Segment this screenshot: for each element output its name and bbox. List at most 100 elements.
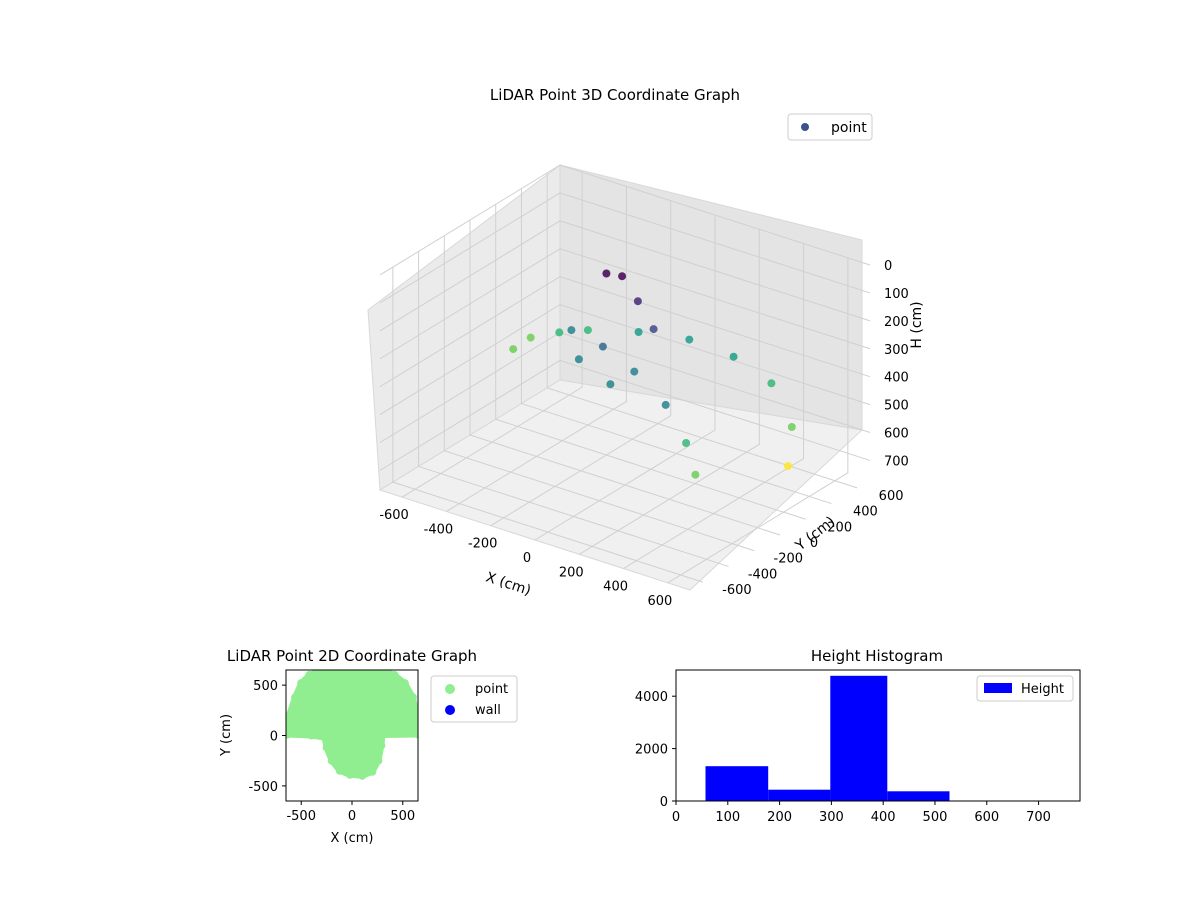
- chart-3d-title: LiDAR Point 3D Coordinate Graph: [490, 86, 740, 104]
- grid-line-x: [623, 243, 805, 569]
- grid-line-h: [379, 220, 871, 332]
- h-tick-label-3d: 100: [884, 287, 909, 302]
- point-2d: [358, 771, 367, 780]
- grid-line-h: [379, 248, 871, 360]
- grid-line-h: [379, 276, 871, 388]
- point-3d: [567, 326, 576, 335]
- point-2d: [307, 731, 316, 740]
- h-tick-label-3d: 200: [884, 315, 909, 330]
- x-tick-label-3d: 200: [559, 565, 584, 580]
- point-3d: [661, 400, 670, 409]
- histogram-bar: [830, 675, 888, 801]
- point-3d: [649, 325, 658, 334]
- point-3d: [618, 272, 627, 281]
- grid-line-h: [379, 304, 871, 416]
- plot-frame-histogram: [675, 669, 1081, 802]
- point-3d: [784, 462, 792, 471]
- x-tick-label-histogram: 200: [767, 810, 792, 825]
- grid-3d: [379, 164, 871, 584]
- point-3d: [634, 328, 643, 336]
- grid-line-h: [379, 192, 871, 304]
- y-tick-label-histogram: 0: [660, 795, 668, 810]
- x-tick-label-histogram: 600: [974, 810, 999, 825]
- x-tick-label-histogram: 400: [871, 810, 896, 825]
- point-2d: [378, 731, 387, 739]
- point-3d: [691, 470, 700, 479]
- y-tick-label-2d: 500: [253, 679, 278, 694]
- point-cloud-2d: [286, 670, 418, 779]
- point-3d: [509, 345, 518, 354]
- grid-line-x: [534, 215, 716, 541]
- z-axis-label-3d: H (cm): [909, 301, 925, 348]
- x-tick-label-3d: -600: [379, 508, 409, 523]
- point-2d: [374, 756, 383, 765]
- point-3d: [598, 342, 607, 351]
- x-tick-label-2d: 500: [390, 809, 415, 824]
- h-tick-label-3d: 300: [884, 343, 909, 358]
- histogram-bar: [705, 766, 769, 801]
- x-tick-label-3d: -400: [424, 522, 454, 537]
- point-3d: [555, 328, 564, 337]
- points-3d: [509, 269, 796, 479]
- x-tick-label-histogram: 700: [1026, 810, 1051, 825]
- point-3d: [630, 367, 639, 376]
- legend-3d: point: [787, 113, 873, 141]
- grid-line-y: [469, 220, 781, 536]
- chart-3d: LiDAR Point 3D Coordinate Graph X (cm) Y…: [367, 86, 925, 609]
- h-tick-label-3d: 600: [884, 427, 909, 442]
- point-3d: [787, 423, 796, 431]
- legend-2d-label-point: point: [475, 682, 508, 697]
- grid-line-y: [392, 267, 704, 583]
- x-tick-label-2d: -500: [286, 809, 316, 824]
- legend-2d-label-wall: wall: [475, 703, 501, 718]
- grid-line-h: [379, 164, 871, 276]
- x-tick-label-3d: -200: [468, 537, 498, 552]
- histogram-bar: [768, 789, 831, 801]
- h-tick-label-3d: 400: [884, 371, 909, 386]
- point-3d: [767, 379, 776, 388]
- x-tick-label-histogram: 500: [923, 810, 948, 825]
- y-tick-label-3d: 400: [853, 505, 878, 520]
- chart-2d: LiDAR Point 2D Coordinate Graph -500 0 500…: [219, 647, 518, 846]
- y-tick-label-3d: -200: [774, 552, 804, 567]
- x-tick-label-3d: 0: [523, 551, 531, 566]
- point-2d: [286, 730, 291, 739]
- point-3d: [682, 439, 691, 447]
- point-2d: [390, 671, 399, 679]
- legend-2d: point wall: [430, 675, 518, 723]
- histogram-title: Height Histogram: [811, 647, 943, 665]
- point-3d: [606, 380, 615, 389]
- legend-histogram-box: [976, 675, 1074, 702]
- x-axis-label-3d: X (cm): [484, 569, 533, 599]
- point-3d: [685, 335, 694, 344]
- point-3d: [574, 355, 583, 364]
- y-tick-label-histogram: 2000: [635, 743, 668, 758]
- y-tick-label-3d: -600: [722, 583, 752, 598]
- point-3d: [729, 352, 738, 361]
- point-2d: [305, 671, 314, 679]
- legend-3d-box: [787, 113, 873, 141]
- x-tick-label-3d: 600: [647, 594, 672, 609]
- z-ticks-3d: 0 100 200 300 400 500 600 700: [884, 259, 909, 470]
- x-axis-label-2d: X (cm): [331, 831, 374, 846]
- point-2d: [346, 770, 354, 779]
- point-2d: [335, 766, 344, 775]
- grid-line-y: [520, 188, 832, 505]
- x-ticks-2d: -500 0 500: [286, 801, 415, 824]
- y-axis-label-2d: Y (cm): [219, 714, 234, 757]
- grid-line-x: [446, 186, 627, 512]
- point-cloud-2d-edge: [286, 670, 418, 780]
- grid-line-y: [443, 235, 755, 552]
- histogram-bar: [887, 791, 950, 801]
- x-tick-label-3d: 400: [603, 580, 628, 595]
- x-tick-label-histogram: 300: [819, 810, 844, 825]
- grid-line-x: [579, 229, 760, 555]
- point-2d: [368, 767, 377, 776]
- point-3d: [583, 326, 592, 335]
- legend-3d-marker: [801, 123, 809, 131]
- point-2d: [400, 679, 409, 688]
- point-2d: [297, 679, 306, 688]
- grid-line-x: [667, 257, 849, 584]
- point-3d: [633, 297, 642, 306]
- x-tick-label-histogram: 0: [672, 810, 680, 825]
